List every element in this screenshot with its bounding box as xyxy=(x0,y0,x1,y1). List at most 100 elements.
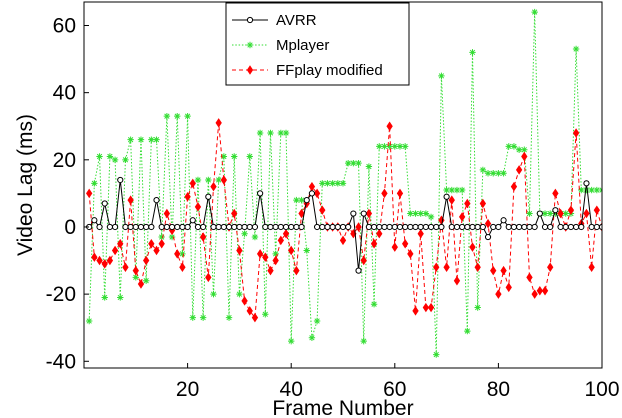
data-point xyxy=(174,112,181,120)
data-point xyxy=(174,249,181,259)
data-point xyxy=(277,235,285,246)
data-point xyxy=(433,351,440,358)
data-point xyxy=(495,170,502,177)
data-point xyxy=(495,223,502,231)
legend: AVRR Mplayer FFplay modified xyxy=(225,2,410,86)
data-point xyxy=(396,223,404,231)
x-tick-label: 60 xyxy=(383,378,406,401)
data-point xyxy=(515,165,523,175)
data-point xyxy=(453,275,461,286)
legend-item: Mplayer xyxy=(232,37,329,54)
data-point xyxy=(479,198,487,209)
data-point xyxy=(391,242,398,252)
tick-labels: 20 40 60 80 100 -40 -20 0 20 40 60 xyxy=(46,15,620,401)
data-point xyxy=(85,317,93,325)
data-point xyxy=(142,255,150,266)
data-point xyxy=(427,302,435,313)
data-point xyxy=(303,247,310,254)
data-point xyxy=(215,118,222,128)
data-point xyxy=(583,208,590,219)
data-point xyxy=(319,180,326,187)
data-point xyxy=(96,153,103,160)
data-point xyxy=(210,181,217,192)
data-point xyxy=(262,311,269,318)
data-point xyxy=(521,223,528,231)
y-tick-label: -20 xyxy=(46,283,76,306)
data-point xyxy=(288,245,295,256)
series-avrr xyxy=(86,176,602,274)
data-point xyxy=(572,45,580,53)
data-point xyxy=(319,205,326,215)
data-point xyxy=(127,136,134,143)
data-point xyxy=(137,223,145,231)
data-point xyxy=(293,196,300,204)
data-point xyxy=(246,306,253,316)
data-point xyxy=(547,210,554,217)
data-point xyxy=(272,255,279,266)
data-point xyxy=(598,223,602,231)
data-point xyxy=(262,252,269,262)
data-point xyxy=(510,181,518,192)
data-point xyxy=(521,146,528,153)
data-point xyxy=(344,159,352,167)
data-point xyxy=(515,146,523,153)
data-point xyxy=(588,223,595,231)
data-point xyxy=(101,294,108,301)
data-point xyxy=(205,193,212,200)
data-point xyxy=(127,195,134,205)
data-point xyxy=(443,262,450,273)
data-point xyxy=(526,210,533,217)
data-point xyxy=(355,267,362,274)
data-point xyxy=(96,223,103,231)
data-point xyxy=(433,223,440,231)
data-point xyxy=(210,223,217,231)
data-point xyxy=(360,255,367,266)
data-point xyxy=(179,262,186,273)
data-point xyxy=(282,228,290,239)
data-point xyxy=(552,188,559,199)
data-point xyxy=(205,272,212,283)
data-point xyxy=(479,223,486,231)
legend-item: AVRR xyxy=(232,12,317,29)
data-point xyxy=(490,265,497,276)
data-point xyxy=(158,223,165,231)
data-point xyxy=(101,259,108,269)
data-point xyxy=(117,294,124,301)
data-point xyxy=(256,249,264,259)
data-point xyxy=(117,239,124,249)
data-point xyxy=(220,223,227,231)
data-point xyxy=(246,153,253,160)
data-point xyxy=(578,186,585,194)
y-tick-label: 40 xyxy=(53,82,76,105)
data-point xyxy=(220,153,228,160)
data-point xyxy=(236,290,243,298)
data-point xyxy=(215,223,222,231)
data-point xyxy=(298,196,305,204)
data-point xyxy=(329,180,336,187)
data-point xyxy=(536,286,544,296)
data-point xyxy=(231,153,238,160)
data-point xyxy=(189,314,196,321)
data-point xyxy=(583,180,590,187)
data-point xyxy=(106,223,114,231)
data-point xyxy=(453,186,461,194)
data-point xyxy=(319,223,326,231)
data-point xyxy=(448,186,455,194)
data-point xyxy=(220,175,228,185)
data-point xyxy=(231,223,238,231)
data-point xyxy=(246,223,253,231)
data-point xyxy=(386,223,393,231)
data-point xyxy=(417,210,424,217)
series-ffplay-modified xyxy=(86,118,602,323)
data-point xyxy=(122,156,129,164)
data-point xyxy=(500,265,507,276)
data-point xyxy=(588,186,595,194)
data-point xyxy=(386,143,393,150)
data-point xyxy=(272,250,279,258)
data-point xyxy=(282,129,290,137)
data-point xyxy=(401,239,409,249)
data-point xyxy=(282,223,290,231)
data-point xyxy=(106,153,114,160)
data-point xyxy=(298,223,305,231)
